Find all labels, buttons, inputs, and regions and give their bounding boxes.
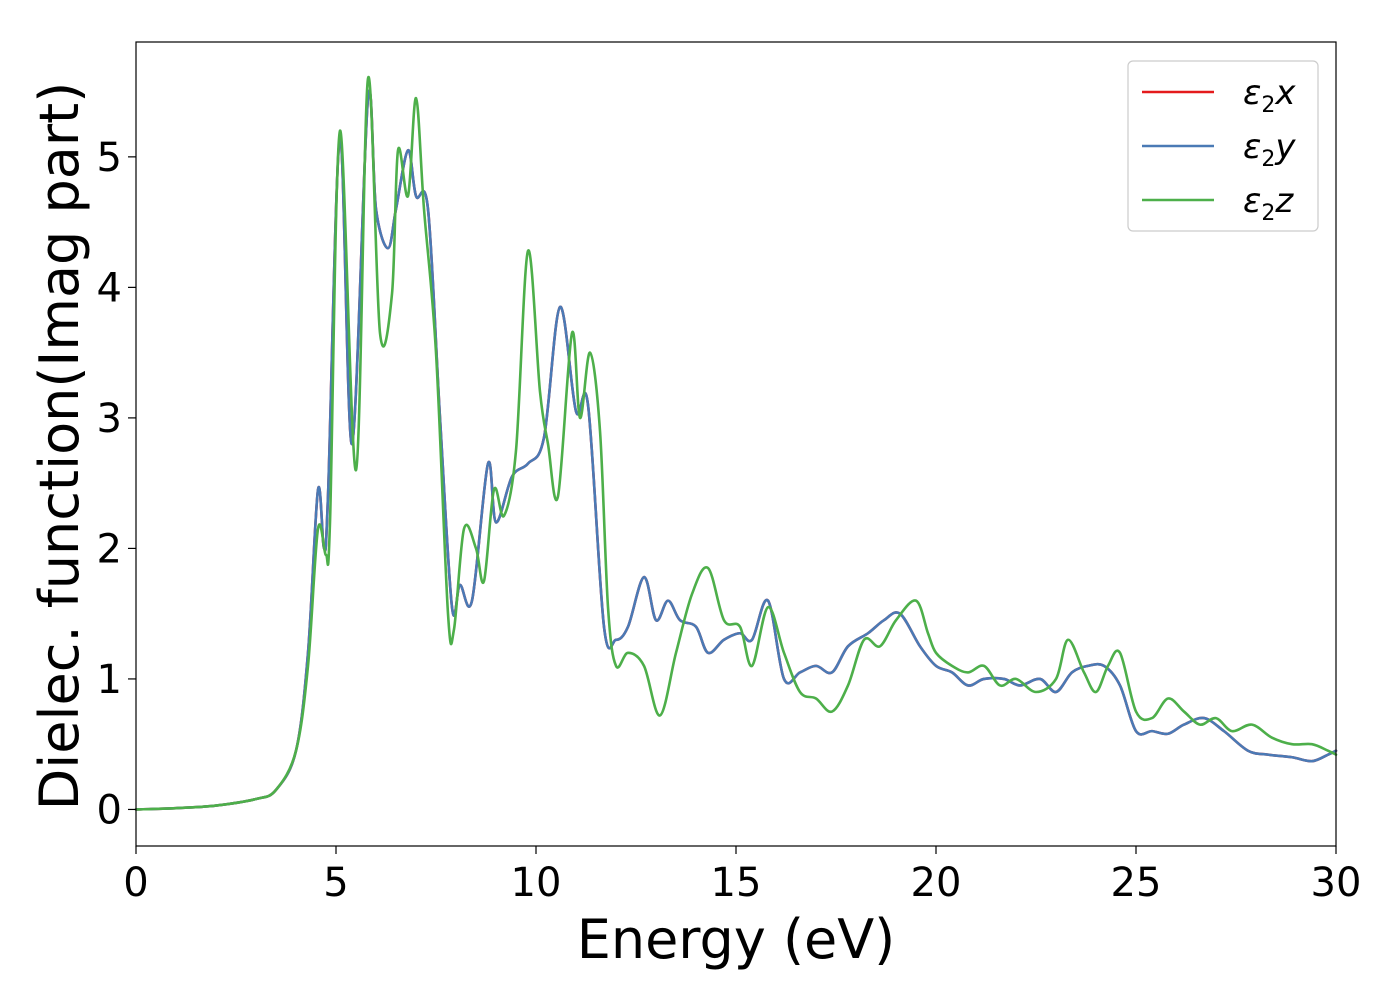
x-tick-label: 10 bbox=[511, 860, 562, 906]
series-layer bbox=[134, 75, 1338, 811]
y-tick-label: 1 bbox=[97, 657, 122, 703]
x-tick-label: 20 bbox=[911, 860, 962, 906]
x-axis-label: Energy (eV) bbox=[577, 908, 896, 971]
x-tick-label: 30 bbox=[1311, 860, 1362, 906]
series-line-2 bbox=[134, 89, 1338, 811]
series-line-3 bbox=[134, 75, 1338, 811]
legend-label: ε2z bbox=[1243, 181, 1294, 226]
legend: ε2x ε2y ε2z bbox=[1127, 60, 1319, 232]
legend-label: ε2y bbox=[1243, 127, 1296, 172]
x-tick-label: 15 bbox=[711, 860, 762, 906]
x-tick-label: 0 bbox=[123, 860, 148, 906]
y-tick-label: 3 bbox=[97, 396, 122, 442]
y-axis-label: Dielec. function(Imag part) bbox=[28, 82, 91, 811]
x-axis: 0 5 10 15 20 25 30 bbox=[123, 846, 1361, 906]
y-axis: 0 1 2 3 4 5 bbox=[97, 135, 136, 833]
x-tick-label: 5 bbox=[323, 860, 348, 906]
x-tick-label: 25 bbox=[1111, 860, 1162, 906]
y-tick-label: 2 bbox=[97, 526, 122, 572]
y-tick-label: 0 bbox=[97, 787, 122, 833]
legend-label: ε2x bbox=[1243, 73, 1296, 118]
y-tick-label: 4 bbox=[97, 265, 122, 311]
y-tick-label: 5 bbox=[97, 135, 122, 181]
legend-frame bbox=[1127, 60, 1319, 232]
